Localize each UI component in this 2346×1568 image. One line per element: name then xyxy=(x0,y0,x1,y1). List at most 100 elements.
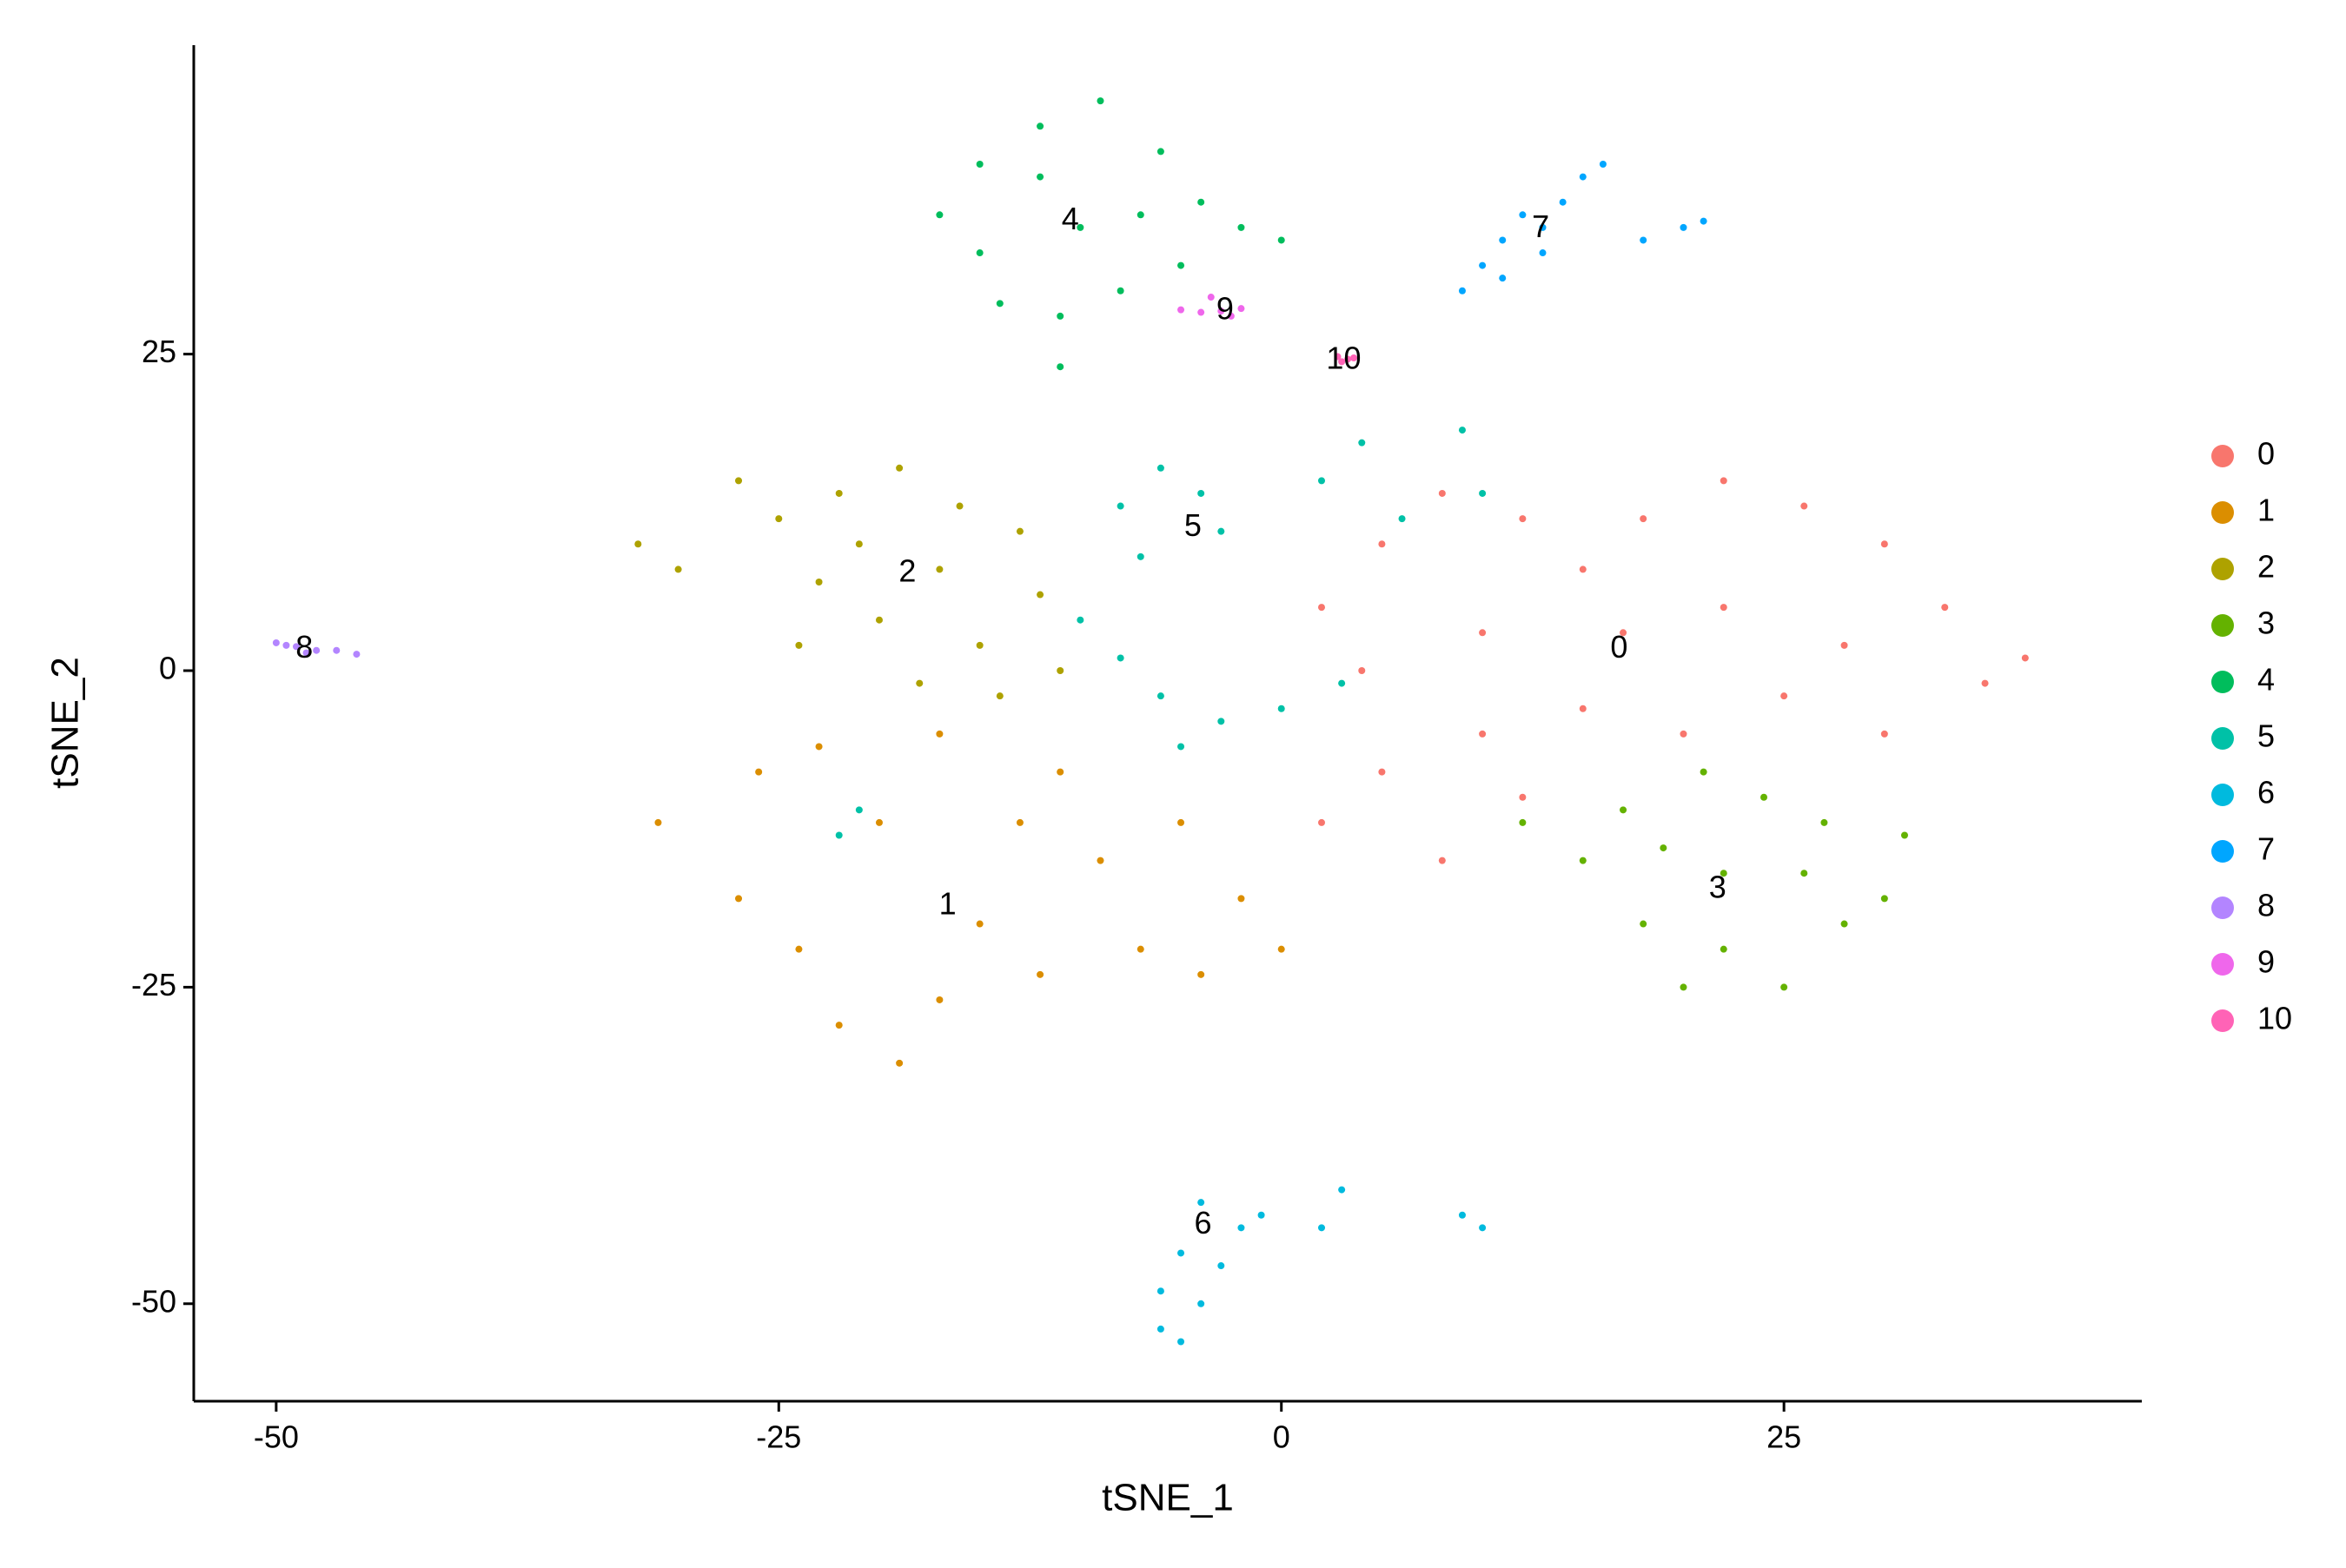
point xyxy=(1720,945,1727,953)
legend-key xyxy=(2211,501,2234,524)
point xyxy=(976,249,984,257)
point xyxy=(1237,223,1245,231)
point xyxy=(1479,629,1487,637)
legend-key xyxy=(2211,953,2234,976)
point xyxy=(1880,895,1888,903)
point xyxy=(1338,679,1346,687)
point xyxy=(1137,552,1144,560)
point xyxy=(1680,223,1687,231)
point xyxy=(1037,173,1044,181)
point xyxy=(1579,566,1587,573)
point xyxy=(1197,489,1205,497)
legend-label: 4 xyxy=(2257,662,2275,698)
point xyxy=(1057,312,1064,320)
point xyxy=(1579,173,1587,181)
cluster-label: 1 xyxy=(939,886,957,922)
point xyxy=(1207,294,1215,301)
point xyxy=(353,651,361,658)
legend-label: 7 xyxy=(2257,831,2275,867)
point xyxy=(1217,308,1225,315)
x-axis-title: tSNE_1 xyxy=(1102,1477,1234,1519)
point xyxy=(1680,983,1687,991)
legend-key xyxy=(2211,784,2234,806)
point xyxy=(1097,97,1104,105)
point xyxy=(835,1022,843,1029)
point xyxy=(1519,793,1527,801)
point xyxy=(1217,718,1225,725)
point xyxy=(1700,768,1707,776)
point xyxy=(956,502,964,510)
point xyxy=(1177,306,1185,314)
point xyxy=(1037,970,1044,978)
point xyxy=(795,641,803,649)
point xyxy=(1277,705,1285,712)
point xyxy=(1720,870,1727,877)
point xyxy=(1177,1338,1185,1346)
point xyxy=(1156,464,1164,472)
point xyxy=(835,489,843,497)
point xyxy=(1177,261,1185,269)
point xyxy=(1640,920,1647,928)
legend-label: 3 xyxy=(2257,605,2275,641)
point xyxy=(1344,355,1352,363)
legend-label: 1 xyxy=(2257,493,2275,528)
legend-label: 6 xyxy=(2257,775,2275,810)
cluster-label: 3 xyxy=(1709,870,1726,905)
point xyxy=(1640,515,1647,523)
point xyxy=(976,161,984,169)
point xyxy=(1077,223,1084,231)
point xyxy=(1820,818,1828,826)
point xyxy=(1840,920,1848,928)
point xyxy=(1197,198,1205,206)
point xyxy=(1177,1249,1185,1257)
point xyxy=(1720,604,1727,612)
point xyxy=(1156,692,1164,700)
point xyxy=(1016,818,1024,826)
cluster-label: 0 xyxy=(1610,629,1627,665)
legend-key xyxy=(2211,445,2234,467)
point xyxy=(1941,604,1949,612)
point xyxy=(1057,667,1064,675)
point xyxy=(1156,1325,1164,1333)
cluster-label: 7 xyxy=(1532,208,1549,244)
point xyxy=(875,616,883,624)
point xyxy=(1579,857,1587,864)
point xyxy=(1499,236,1507,244)
point xyxy=(1559,198,1567,206)
point xyxy=(815,578,823,586)
point xyxy=(293,643,300,651)
point xyxy=(1499,275,1507,282)
cluster-label: 10 xyxy=(1326,340,1361,375)
point xyxy=(1318,1224,1325,1232)
point xyxy=(1117,654,1124,662)
point xyxy=(282,641,290,649)
point xyxy=(1900,831,1908,839)
point xyxy=(936,211,944,219)
point xyxy=(795,945,803,953)
point xyxy=(1237,895,1245,903)
x-tick-label: -25 xyxy=(756,1419,801,1455)
point xyxy=(936,566,944,573)
point xyxy=(835,831,843,839)
point xyxy=(1237,305,1245,313)
legend-label: 10 xyxy=(2257,1001,2292,1036)
point xyxy=(1398,515,1406,523)
point xyxy=(1197,970,1205,978)
point xyxy=(1318,477,1325,485)
x-tick-label: 0 xyxy=(1273,1419,1290,1455)
point xyxy=(674,566,682,573)
point xyxy=(1318,818,1325,826)
point xyxy=(1479,261,1487,269)
y-tick-label: -25 xyxy=(131,967,176,1002)
legend-key xyxy=(2211,896,2234,919)
point xyxy=(1981,679,1989,687)
y-tick-label: 25 xyxy=(142,334,176,369)
points xyxy=(272,97,2029,1346)
cluster-label: 8 xyxy=(295,629,313,665)
point xyxy=(1217,527,1225,535)
point xyxy=(1217,1262,1225,1270)
point xyxy=(1519,211,1527,219)
point xyxy=(272,638,280,646)
point xyxy=(996,300,1004,308)
